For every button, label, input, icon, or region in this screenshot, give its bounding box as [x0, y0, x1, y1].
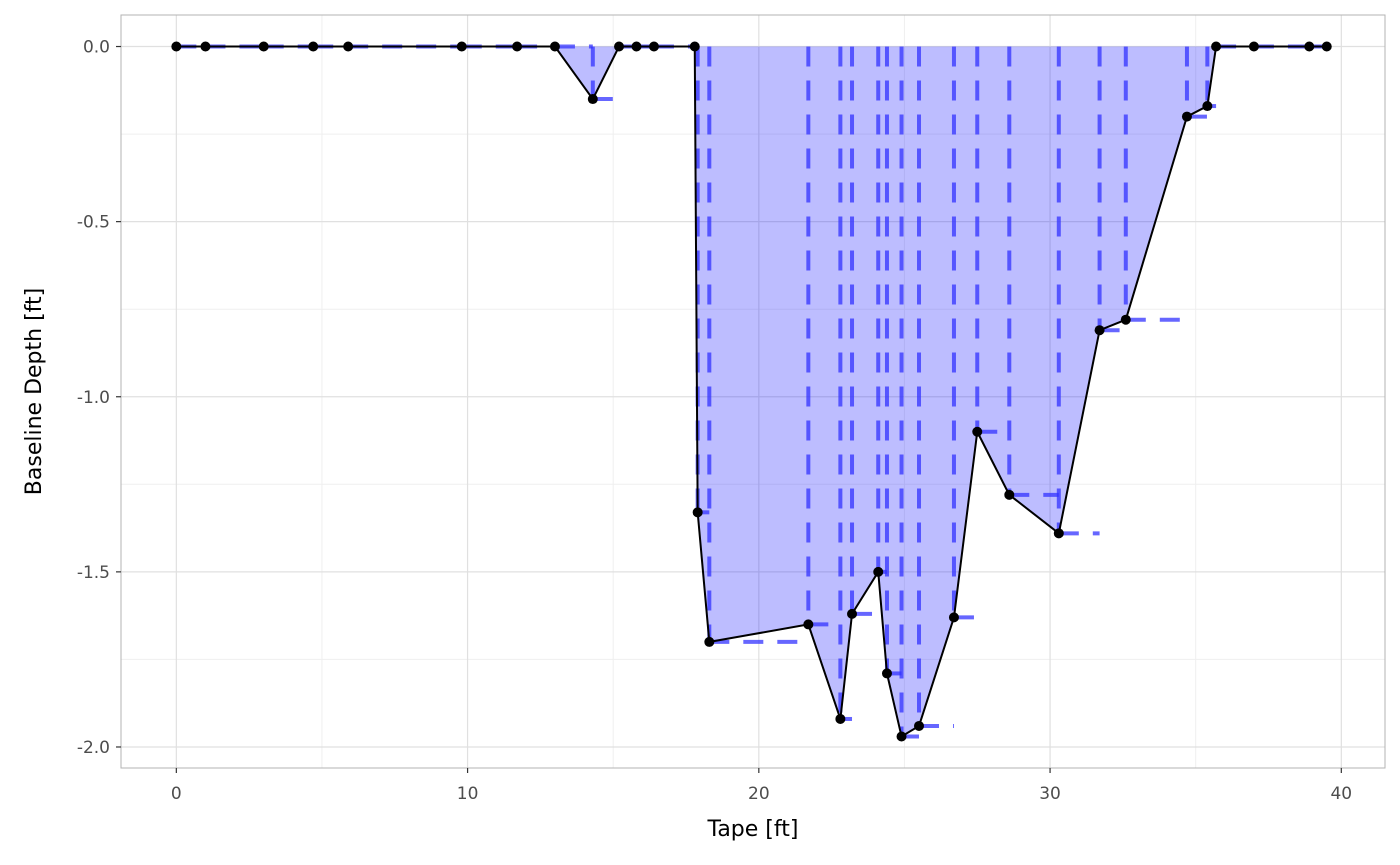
x-axis: 0 10 20 30 40 — [171, 768, 1352, 804]
y-tick-label: -0.5 — [77, 213, 110, 233]
data-point — [1094, 325, 1105, 336]
profile-line-layer — [176, 45, 1327, 739]
data-point — [689, 41, 700, 52]
data-point — [200, 41, 211, 52]
data-point — [1120, 314, 1131, 325]
data-point — [1202, 101, 1213, 112]
data-point — [648, 41, 659, 52]
data-point — [549, 41, 560, 52]
data-point — [835, 713, 846, 724]
data-point — [1321, 41, 1332, 52]
x-tick-label: 30 — [1039, 784, 1061, 804]
data-point — [1004, 489, 1015, 500]
panel-border — [120, 14, 1386, 769]
data-point — [873, 566, 884, 577]
data-point — [948, 612, 959, 623]
x-tick-label: 10 — [457, 784, 479, 804]
data-point — [1053, 528, 1064, 539]
y-axis-title: Baseline Depth [ft] — [22, 288, 47, 495]
x-tick-label: 40 — [1330, 784, 1352, 804]
data-point — [258, 41, 269, 52]
data-point — [692, 507, 703, 518]
data-point — [171, 41, 182, 52]
data-point — [972, 426, 983, 437]
points-layer — [171, 41, 1332, 742]
y-tick-label: -1.5 — [77, 563, 110, 583]
grid-minor — [121, 15, 1385, 768]
y-tick-label: -2.0 — [77, 738, 110, 758]
data-point — [587, 94, 598, 105]
y-tick-label: -1.0 — [77, 388, 110, 408]
data-point — [614, 41, 625, 52]
data-point — [896, 731, 907, 742]
y-tick-label: 0.0 — [83, 38, 110, 58]
x-tick-label: 0 — [171, 784, 182, 804]
data-point — [881, 668, 892, 679]
data-point — [456, 41, 467, 52]
data-point — [308, 41, 319, 52]
data-point — [704, 636, 715, 647]
area-layer — [176, 46, 1327, 737]
data-point — [847, 608, 858, 619]
data-point — [1211, 41, 1222, 52]
depth-area — [176, 46, 1327, 737]
data-point — [1248, 41, 1259, 52]
data-point — [512, 41, 523, 52]
data-point — [1181, 111, 1192, 122]
x-axis-title: Tape [ft] — [707, 817, 799, 842]
x-tick-label: 20 — [748, 784, 770, 804]
profile-line — [176, 45, 1327, 739]
data-point — [914, 720, 925, 731]
data-point — [631, 41, 642, 52]
y-axis: 0.0 -0.5 -1.0 -1.5 -2.0 — [77, 38, 121, 758]
data-point — [803, 619, 814, 630]
data-point — [1304, 41, 1315, 52]
data-point — [343, 41, 354, 52]
